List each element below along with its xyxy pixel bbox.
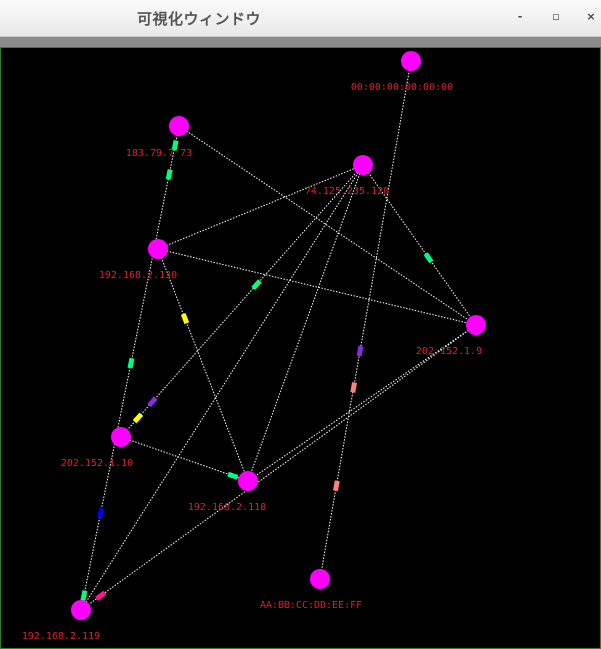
packet-marker [147, 396, 158, 408]
node-n8[interactable] [71, 600, 91, 620]
edge-n2-n5 [120, 164, 364, 438]
edge-n2-n6 [247, 164, 364, 482]
node-n0[interactable] [401, 51, 421, 71]
maximize-icon[interactable]: ▫ [552, 10, 560, 23]
edge-n2-n4 [362, 164, 477, 326]
close-icon[interactable]: × [586, 10, 596, 23]
edge-n0-n7 [319, 60, 412, 580]
edge-n4-n8 [80, 324, 477, 611]
node-label: 192.168.2.130 [99, 270, 177, 281]
edge-n2-n8 [80, 164, 364, 611]
edge-n3-n6 [157, 248, 249, 482]
edge-n4-n6 [247, 324, 477, 482]
packet-marker [127, 357, 135, 369]
packet-marker [356, 345, 364, 357]
node-label: 202.152.1.10 [61, 458, 133, 469]
packet-marker [333, 480, 340, 492]
window-title: 可視化ウィンドウ [137, 10, 262, 28]
packet-marker [251, 279, 262, 291]
graph-canvas[interactable]: 00:00:00:00:00:00 183.79.7 73 74.125.235.1… [0, 47, 601, 649]
node-label: 183.79.7 73 [126, 148, 192, 159]
edge-n5-n6 [120, 436, 249, 482]
packet-marker [180, 313, 190, 325]
packet-marker [227, 471, 239, 480]
node-n1[interactable] [169, 116, 189, 136]
node-n2[interactable] [353, 155, 373, 175]
packet-marker [171, 139, 179, 151]
node-label: 74.125.235.120 [305, 186, 389, 197]
packet-marker [95, 590, 107, 601]
node-label: 202.152.1.9 [416, 346, 482, 357]
packet-marker [80, 590, 88, 601]
packet-marker [165, 169, 173, 180]
packet-marker [350, 381, 357, 393]
packet-marker [97, 507, 105, 519]
toolbar-strip [0, 37, 601, 47]
edge-n3-n4 [157, 248, 477, 326]
packet-marker [423, 252, 434, 264]
packet-marker [132, 412, 144, 424]
node-n3[interactable] [148, 239, 168, 259]
network-graph[interactable]: 00:00:00:00:00:00 183.79.7 73 74.125.235.1… [1, 48, 600, 648]
edge-n3-n2 [157, 164, 364, 250]
node-n4[interactable] [466, 315, 486, 335]
minimize-icon[interactable]: - [517, 10, 523, 23]
node-label: AA:BB:CC:DD:EE:FF [260, 600, 362, 611]
node-label: 00:00:00:00:00:00 [351, 82, 453, 93]
node-n7[interactable] [310, 569, 330, 589]
title-bar[interactable]: 可視化ウィンドウ - ▫ × [0, 0, 601, 37]
node-label: 192.168.2.119 [22, 631, 100, 642]
node-n5[interactable] [111, 427, 131, 447]
edge-n1-n4 [178, 125, 477, 326]
nodes-layer: 00:00:00:00:00:00 183.79.7 73 74.125.235.1… [22, 51, 486, 642]
packets-layer [80, 139, 434, 601]
node-n6[interactable] [238, 471, 258, 491]
edges-layer [80, 60, 477, 611]
node-label: 192.168.2.118 [188, 502, 266, 513]
